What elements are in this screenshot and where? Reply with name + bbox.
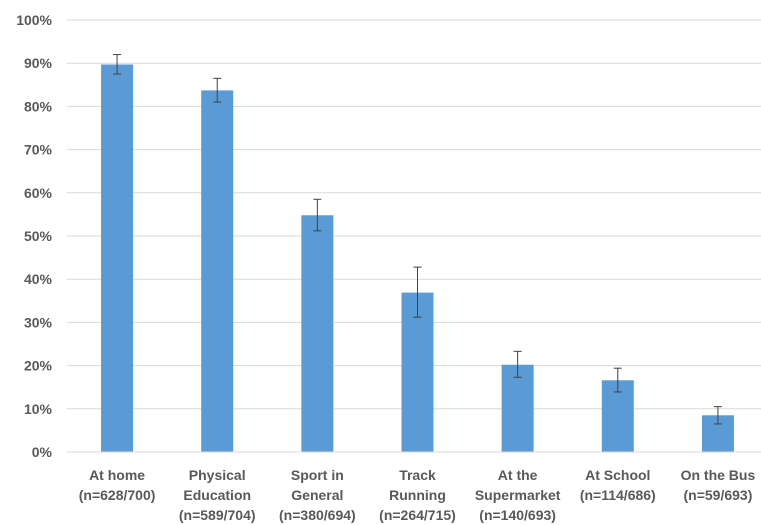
error-bar — [213, 77, 222, 103]
x-category-label: At the Supermarket (n=140/693) — [475, 467, 561, 523]
x-category-label-line: Physical — [189, 467, 246, 483]
x-category-label-line: (n=140/693) — [479, 507, 556, 523]
x-category-label-line: (n=589/704) — [179, 507, 256, 523]
error-bar — [513, 350, 522, 378]
bar — [501, 364, 534, 452]
x-category-label: At home (n=628/700) — [79, 467, 156, 503]
error-bar — [713, 406, 722, 425]
x-category-label-line: General — [291, 487, 343, 503]
gridlines — [67, 19, 761, 410]
x-category-label-line: Education — [183, 487, 251, 503]
bar — [201, 90, 234, 452]
x-category-label-line: (n=628/700) — [79, 487, 156, 503]
x-category-label-line: (n=380/694) — [279, 507, 356, 523]
x-axis-category-labels: At home (n=628/700) Physical Education (n=58… — [79, 467, 756, 523]
error-bar — [613, 367, 622, 393]
y-tick-label: 40% — [24, 271, 53, 287]
x-category-label-line: At School — [585, 467, 650, 483]
x-category-label-line: At home — [89, 467, 145, 483]
error-bar — [313, 198, 322, 232]
y-tick-label: 80% — [24, 98, 53, 114]
y-axis-tick-labels: 0% 10% 20% 30% 40% 50% 60% 70% 80% 90% 100% — [16, 12, 52, 460]
y-tick-label: 70% — [24, 142, 53, 158]
x-category-label-line: Running — [389, 487, 446, 503]
bar — [101, 64, 134, 452]
x-category-label: Track Running (n=264/715) — [379, 467, 456, 523]
x-category-label-line: (n=264/715) — [379, 507, 456, 523]
x-category-label-line: On the Bus — [681, 467, 756, 483]
x-category-label-line: (n=114/686) — [580, 487, 656, 503]
y-tick-label: 30% — [24, 314, 53, 330]
x-category-label-line: At the — [498, 467, 538, 483]
bar — [301, 215, 334, 452]
error-bar — [113, 54, 122, 75]
x-category-label-line: Sport in — [291, 467, 344, 483]
y-tick-label: 100% — [16, 12, 52, 28]
y-tick-label: 0% — [32, 444, 53, 460]
y-tick-label: 50% — [24, 228, 53, 244]
bar — [401, 292, 434, 452]
x-category-label: On the Bus (n=59/693) — [681, 467, 756, 503]
x-category-label-line: Track — [399, 467, 436, 483]
x-category-label: Physical Education (n=589/704) — [179, 467, 256, 523]
x-category-label-line: Supermarket — [475, 487, 561, 503]
x-category-label-line: (n=59/693) — [683, 487, 752, 503]
y-tick-label: 20% — [24, 358, 53, 374]
y-tick-label: 60% — [24, 185, 53, 201]
error-bar — [413, 266, 422, 318]
error-bars — [113, 54, 722, 425]
y-tick-label: 10% — [24, 401, 53, 417]
x-category-label: At School (n=114/686) — [580, 467, 656, 503]
x-category-label: Sport in General (n=380/694) — [279, 467, 356, 523]
y-tick-label: 90% — [24, 55, 53, 71]
bars — [101, 64, 734, 452]
